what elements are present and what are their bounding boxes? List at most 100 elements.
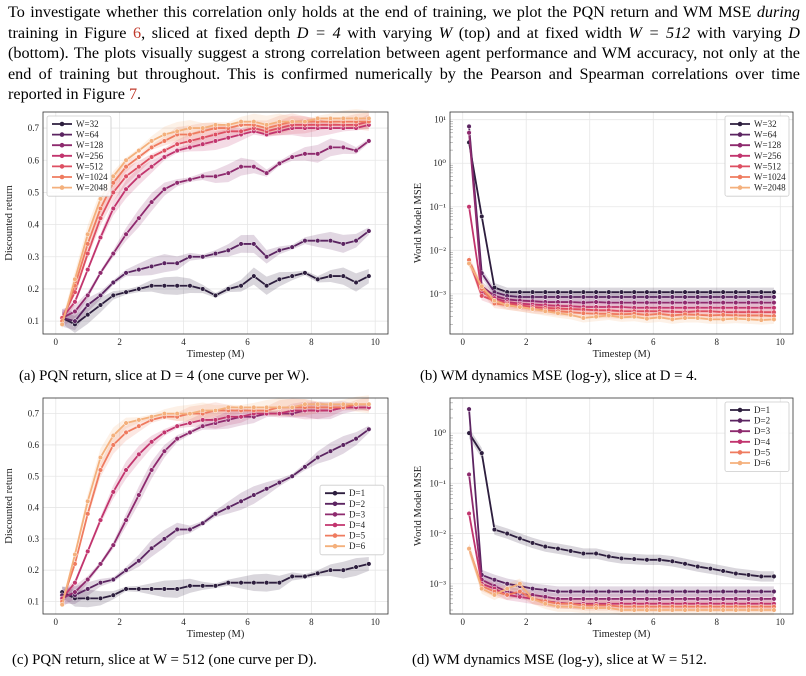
data-point-D=4 [97, 517, 104, 523]
chart-panel-a: 0 2 4 6 8 10 0.1 0.2 0.3 0.4 0.5 0.6 0.7 Timestep (M)… [0, 107, 395, 362]
data-point-D=2 [238, 498, 244, 504]
data-point-D=6 [136, 417, 142, 423]
data-point-D=6 [289, 404, 295, 410]
figure-reference-link[interactable]: 7 [128, 85, 138, 104]
data-point-W=2048 [315, 115, 321, 121]
data-point-W=32 [264, 283, 270, 289]
data-point-W=512 [200, 135, 206, 141]
data-point-W=2048 [606, 312, 612, 318]
data-point-D=6 [264, 404, 270, 410]
data-point-D=2 [542, 587, 548, 593]
data-point-W=512 [707, 308, 713, 314]
data-point-D=1 [136, 586, 142, 592]
figure-reference-link[interactable]: 6 [132, 23, 142, 42]
y-tick-label: 10⁰ [433, 158, 446, 168]
data-point-D=1 [200, 583, 206, 589]
data-point-D=2 [136, 558, 142, 564]
data-point-W=256 [200, 141, 206, 147]
data-point-D=1 [669, 558, 675, 564]
y-tick-label: 0.2 [28, 284, 39, 294]
legend-marker [737, 460, 743, 466]
data-point-D=6 [187, 411, 193, 417]
legend-entry: W=256 [76, 151, 104, 161]
data-point-W=256 [745, 305, 752, 311]
data-point-W=128 [72, 308, 78, 315]
data-point-W=2048 [225, 122, 231, 128]
data-point-D=3 [745, 596, 752, 602]
data-point-W=64 [631, 294, 637, 300]
data-point-W=128 [315, 151, 321, 157]
data-point-W=1024 [187, 131, 193, 138]
data-point-D=1 [720, 568, 726, 574]
data-point-W=256 [161, 154, 167, 160]
legend-entry: D=2 [754, 416, 770, 426]
data-point-W=2048 [707, 316, 713, 322]
data-point-W=32 [669, 289, 675, 295]
data-point-W=256 [733, 305, 739, 311]
data-point-W=1024 [149, 144, 155, 150]
data-point-W=128 [707, 300, 713, 306]
data-point-D=2 [631, 588, 637, 595]
legend-entry: W=512 [754, 161, 781, 171]
data-point-W=2048 [669, 316, 675, 322]
data-point-W=64 [695, 294, 701, 300]
data-point-W=2048 [631, 314, 637, 320]
data-point-D=3 [606, 596, 612, 602]
data-point-W=128 [85, 292, 91, 298]
data-point-W=256 [187, 144, 193, 150]
data-point-D=6 [606, 605, 612, 611]
legend-marker [332, 533, 338, 538]
plot-frame [42, 111, 389, 335]
data-point-D=3 [669, 596, 675, 602]
data-point-W=64 [568, 294, 574, 300]
data-point-W=2048 [593, 314, 599, 320]
series-band-W=256 [62, 118, 369, 325]
data-point-W=2048 [302, 119, 308, 125]
data-point-W=128 [276, 160, 282, 167]
legend-marker [59, 142, 65, 148]
data-point-D=6 [149, 414, 155, 420]
data-point-W=64 [580, 294, 586, 300]
data-point-D=2 [225, 505, 231, 511]
data-point-D=6 [707, 607, 713, 613]
data-point-D=1 [657, 557, 663, 563]
caption-b: (b) WM dynamics MSE (log-y), slice at D … [420, 368, 698, 384]
data-point-D=1 [366, 561, 372, 567]
x-tick-label: 8 [309, 617, 314, 627]
data-point-D=6 [72, 551, 78, 558]
data-point-W=256 [97, 234, 104, 241]
data-point-D=3 [110, 542, 116, 548]
data-point-W=32 [315, 276, 321, 282]
data-point-W=64 [466, 123, 472, 129]
data-point-W=64 [149, 263, 155, 269]
data-point-W=256 [720, 305, 726, 311]
data-point-D=3 [200, 423, 206, 429]
data-point-W=32 [771, 289, 777, 295]
data-point-W=128 [251, 164, 257, 170]
series-band-D=5 [469, 543, 774, 612]
data-point-W=32 [123, 289, 129, 295]
x-tick-label: 0 [460, 617, 465, 627]
data-point-D=1 [110, 592, 116, 598]
data-point-W=128 [264, 170, 270, 176]
caption-c: (c) PQN return, slice at W = 512 (one cu… [12, 652, 317, 668]
data-point-D=2 [555, 588, 561, 595]
data-point-W=2048 [479, 283, 485, 289]
data-point-W=256 [123, 186, 129, 192]
data-point-D=6 [568, 604, 574, 610]
data-point-D=6 [517, 581, 523, 587]
data-point-W=128 [353, 148, 359, 154]
data-point-D=4 [136, 451, 142, 457]
data-point-D=6 [59, 602, 65, 608]
x-tick-label: 4 [181, 337, 186, 347]
data-point-W=128 [200, 173, 206, 179]
data-point-W=1024 [720, 312, 726, 318]
legend-marker [737, 153, 743, 159]
legend-entry: W=2048 [76, 183, 108, 193]
chart-d-svg: 0 2 4 6 8 10 10⁻³ 10⁻² 10⁻¹ 10⁰ Timestep (M) World … [413, 397, 794, 640]
data-point-W=32 [644, 289, 650, 295]
data-point-D=6 [618, 607, 625, 613]
data-point-W=256 [225, 135, 231, 141]
data-point-D=4 [72, 580, 78, 586]
data-point-W=2048 [72, 276, 78, 282]
